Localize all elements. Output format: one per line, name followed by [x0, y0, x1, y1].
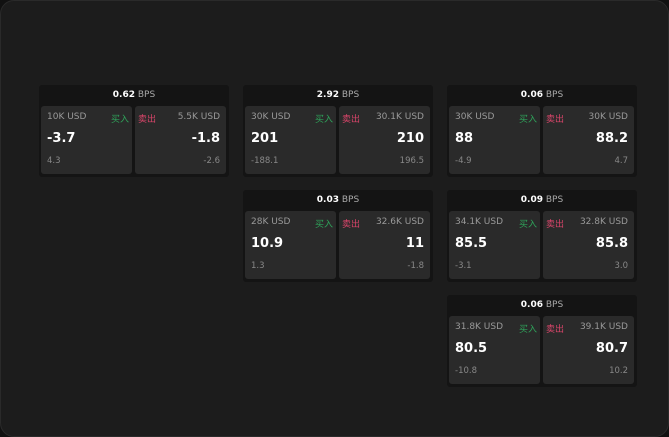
buy-change: 4.3 — [47, 156, 61, 166]
sell-amount: 32.8K USD — [579, 217, 628, 227]
buy-label: 买入 — [110, 115, 129, 125]
spread-value: 0.09 — [520, 195, 543, 205]
buy-change: -4.9 — [455, 156, 472, 166]
buy-amount: 30K USD — [251, 112, 291, 122]
spread-unit: BPS — [545, 90, 564, 100]
spread-value: 0.03 — [316, 195, 339, 205]
sell-change: -1.8 — [407, 261, 424, 271]
quote-card: 2.92 BPS 30K USD 买入 201 -188.1 卖出 30.1K … — [243, 85, 433, 177]
spread-header: 0.03 BPS — [243, 190, 433, 211]
buy-amount: 10K USD — [47, 112, 87, 122]
spread-value: 2.92 — [316, 90, 339, 100]
spread-unit: BPS — [545, 195, 564, 205]
sell-amount: 30.1K USD — [375, 112, 424, 122]
sell-amount: 30K USD — [588, 112, 628, 122]
buy-change: -188.1 — [251, 156, 279, 166]
sell-label: 卖出 — [546, 325, 565, 335]
buy-change: -3.1 — [455, 261, 472, 271]
spread-unit: BPS — [341, 195, 360, 205]
spread-value: 0.62 — [112, 90, 135, 100]
sell-price: 80.7 — [595, 341, 628, 356]
sell-amount: 32.6K USD — [375, 217, 424, 227]
buy-price: 85.5 — [455, 236, 488, 251]
sell-change: 3.0 — [614, 261, 628, 271]
sell-label: 卖出 — [342, 220, 361, 230]
sell-price: 210 — [396, 131, 424, 146]
spread-header: 0.06 BPS — [447, 85, 637, 106]
buy-price: 10.9 — [251, 236, 284, 251]
buy-panel[interactable]: 28K USD 买入 10.9 1.3 — [245, 211, 336, 279]
buy-amount: 34.1K USD — [455, 217, 504, 227]
sell-price: 88.2 — [595, 131, 628, 146]
sell-label: 卖出 — [546, 220, 565, 230]
buy-change: 1.3 — [251, 261, 265, 271]
quote-card: 0.62 BPS 10K USD 买入 -3.7 4.3 卖出 5.5K USD… — [39, 85, 229, 177]
quote-card: 0.06 BPS 30K USD 买入 88 -4.9 卖出 30K USD 8… — [447, 85, 637, 177]
spread-unit: BPS — [137, 90, 156, 100]
quote-card: 0.09 BPS 34.1K USD 买入 85.5 -3.1 卖出 32.8K… — [447, 190, 637, 282]
sell-amount: 5.5K USD — [177, 112, 220, 122]
sell-price: 85.8 — [595, 236, 628, 251]
spread-value: 0.06 — [520, 90, 543, 100]
quote-card: 0.06 BPS 31.8K USD 买入 80.5 -10.8 卖出 39.1… — [447, 295, 637, 387]
sell-price: -1.8 — [191, 131, 220, 146]
buy-price: -3.7 — [47, 131, 76, 146]
buy-panel[interactable]: 10K USD 买入 -3.7 4.3 — [41, 106, 132, 174]
buy-panel[interactable]: 31.8K USD 买入 80.5 -10.8 — [449, 316, 540, 384]
spread-value: 0.06 — [520, 300, 543, 310]
buy-price: 88 — [455, 131, 474, 146]
sell-panel[interactable]: 卖出 5.5K USD -1.8 -2.6 — [135, 106, 226, 174]
sell-price: 11 — [405, 236, 424, 251]
buy-amount: 31.8K USD — [455, 322, 504, 332]
spread-header: 2.92 BPS — [243, 85, 433, 106]
sell-label: 卖出 — [138, 115, 157, 125]
sell-label: 卖出 — [342, 115, 361, 125]
buy-panel[interactable]: 34.1K USD 买入 85.5 -3.1 — [449, 211, 540, 279]
buy-label: 买入 — [518, 220, 537, 230]
spread-unit: BPS — [545, 300, 564, 310]
spread-header: 0.06 BPS — [447, 295, 637, 316]
sell-panel[interactable]: 卖出 30.1K USD 210 196.5 — [339, 106, 430, 174]
sell-panel[interactable]: 卖出 32.8K USD 85.8 3.0 — [543, 211, 634, 279]
sell-change: 196.5 — [399, 156, 424, 166]
buy-label: 买入 — [518, 115, 537, 125]
buy-label: 买入 — [314, 115, 333, 125]
buy-price: 201 — [251, 131, 279, 146]
quote-card: 0.03 BPS 28K USD 买入 10.9 1.3 卖出 32.6K US… — [243, 190, 433, 282]
sell-change: -2.6 — [203, 156, 220, 166]
sell-label: 卖出 — [546, 115, 565, 125]
buy-label: 买入 — [518, 325, 537, 335]
buy-panel[interactable]: 30K USD 买入 201 -188.1 — [245, 106, 336, 174]
sell-amount: 39.1K USD — [579, 322, 628, 332]
buy-change: -10.8 — [455, 366, 477, 376]
spread-unit: BPS — [341, 90, 360, 100]
sell-change: 10.2 — [609, 366, 628, 376]
spread-header: 0.09 BPS — [447, 190, 637, 211]
sell-change: 4.7 — [614, 156, 628, 166]
buy-amount: 30K USD — [455, 112, 495, 122]
spread-header: 0.62 BPS — [39, 85, 229, 106]
sell-panel[interactable]: 卖出 39.1K USD 80.7 10.2 — [543, 316, 634, 384]
buy-panel[interactable]: 30K USD 买入 88 -4.9 — [449, 106, 540, 174]
buy-amount: 28K USD — [251, 217, 291, 227]
buy-price: 80.5 — [455, 341, 488, 356]
sell-panel[interactable]: 卖出 30K USD 88.2 4.7 — [543, 106, 634, 174]
buy-label: 买入 — [314, 220, 333, 230]
sell-panel[interactable]: 卖出 32.6K USD 11 -1.8 — [339, 211, 430, 279]
